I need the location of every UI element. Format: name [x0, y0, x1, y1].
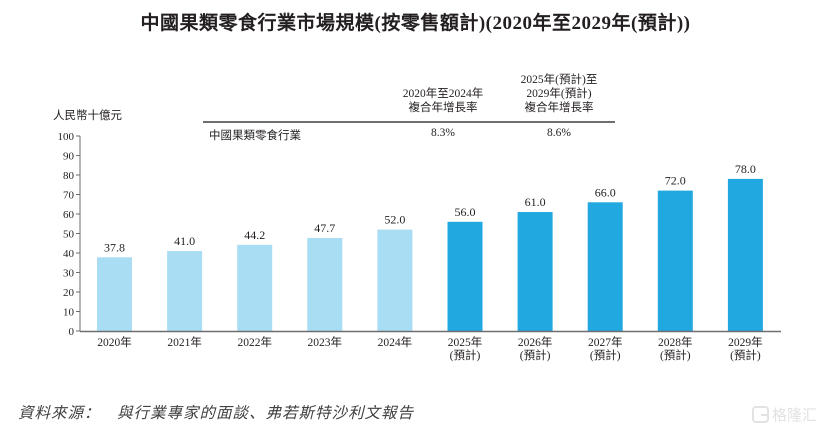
bar-2023	[307, 237, 343, 331]
bar-2021	[167, 251, 203, 331]
cagr-header-line: 複合年增長率	[408, 102, 478, 114]
x-tick-label: 2029年	[728, 335, 763, 349]
y-tick-label: 80	[63, 170, 75, 182]
x-tick-label: 2023年	[308, 335, 343, 349]
y-axis: 0 10 20 30 40 50 60 70 80 90 100	[58, 131, 81, 338]
bar-2022	[237, 244, 273, 331]
y-axis-unit-label: 人民幣十億元	[53, 110, 122, 122]
cagr-table-rule	[203, 121, 615, 123]
bar-value-label: 41.0	[174, 234, 195, 248]
bar-value-label: 37.8	[104, 240, 125, 254]
bar-value-label: 72.0	[665, 174, 686, 188]
x-tick-sublabel: (預計)	[660, 348, 691, 362]
x-tick-label: 2028年	[658, 335, 693, 349]
x-tick-label: 2025年	[448, 335, 483, 349]
cagr-value-2025-2029: 8.6%	[547, 127, 571, 139]
x-tick-sublabel: (預計)	[590, 348, 621, 362]
bar-value-label: 78.0	[735, 162, 756, 176]
x-tick-label: 2021年	[167, 335, 202, 349]
y-tick-label: 90	[63, 151, 75, 163]
y-tick-label: 10	[63, 307, 75, 319]
cagr-row-label: 中國果類零食行業	[209, 130, 301, 142]
bar-2026	[517, 212, 553, 331]
cagr-header-2020-2024: 2020年至2024年 複合年增長率	[388, 87, 498, 115]
y-tick-label: 100	[58, 131, 75, 143]
x-tick-label: 2022年	[237, 335, 272, 349]
bar-2024	[377, 229, 413, 331]
chart-title: 中國果類零食行業市場規模(按零售額計)(2020年至2029年(預計))	[140, 13, 691, 34]
watermark-text: 格隆汇	[772, 406, 818, 424]
y-tick-label: 60	[63, 209, 75, 221]
bar-value-label: 66.0	[595, 185, 616, 199]
cagr-header-2025-2029: 2025年(預計)至 2029年(預計) 複合年增長率	[500, 73, 618, 115]
y-tick-label: 40	[63, 248, 75, 260]
y-tick-label: 0	[69, 326, 75, 338]
bar-2027	[587, 202, 623, 331]
bar-2029	[727, 178, 763, 331]
source-note: 資料來源： 與行業專家的面談、弗若斯特沙利文報告	[18, 405, 415, 422]
x-tick-label: 2024年	[378, 335, 413, 349]
x-tick-sublabel: (預計)	[520, 348, 551, 362]
watermark-logo-icon	[752, 406, 769, 423]
bar-value-label: 52.0	[384, 213, 405, 227]
x-tick-label: 2020年	[97, 335, 132, 349]
bar-value-label: 61.0	[525, 195, 546, 209]
x-tick-label: 2027年	[588, 335, 623, 349]
y-tick-label: 20	[63, 287, 75, 299]
bar-value-label: 47.7	[314, 221, 335, 235]
cagr-value-2020-2024: 8.3%	[431, 127, 455, 139]
y-tick-label: 30	[63, 268, 75, 280]
y-tick-label: 70	[63, 190, 75, 202]
cagr-header-line: 2029年(預計)	[526, 88, 592, 100]
bar-2028	[657, 190, 693, 331]
x-tick-label: 2026年	[518, 335, 553, 349]
bar-2020	[97, 257, 132, 331]
x-tick-sublabel: (預計)	[450, 348, 481, 362]
bar-2025	[447, 221, 483, 331]
watermark: 格隆汇	[752, 404, 817, 425]
cagr-header-line: 2025年(預計)至	[520, 74, 598, 86]
bar-value-label: 44.2	[244, 228, 265, 242]
cagr-header-line: 2020年至2024年	[402, 88, 484, 100]
y-tick-label: 50	[63, 229, 75, 241]
x-tick-sublabel: (預計)	[730, 348, 761, 362]
cagr-header-line: 複合年增長率	[524, 102, 594, 114]
bars: 37.8 41.0 44.2 47.7 52.0 56.0 61.0 66.0 72.0 78.0	[97, 162, 763, 331]
x-axis: 2020年 2021年 2022年 2023年 2024年 2025年(預計)2026年(…	[80, 330, 781, 362]
bar-value-label: 56.0	[455, 205, 476, 219]
